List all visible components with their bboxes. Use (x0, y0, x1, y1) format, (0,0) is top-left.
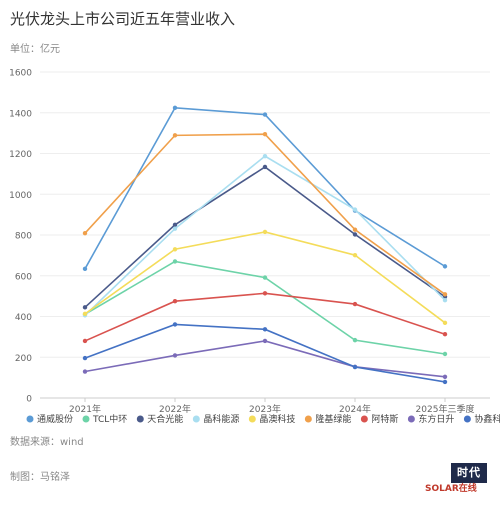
data-point (352, 337, 358, 343)
data-point (82, 311, 88, 317)
brand-logo: 时代 SOLAR在线 (425, 463, 491, 495)
legend-label: 东方日升 (418, 413, 454, 425)
legend-marker (304, 415, 312, 423)
legend-label: 天合光能 (147, 413, 183, 425)
data-point (82, 369, 88, 374)
data-point (442, 351, 448, 357)
data-point (352, 227, 358, 232)
data-point (82, 266, 88, 272)
y-tick-label: 200 (15, 354, 32, 364)
y-tick-label: 600 (15, 272, 32, 282)
data-point (262, 327, 268, 332)
data-point (172, 299, 178, 304)
data-point (172, 226, 178, 231)
data-point (82, 355, 88, 361)
chart-title: 光伏龙头上市公司近五年营业收入 (10, 10, 236, 28)
data-point (352, 301, 358, 307)
legend-marker (360, 415, 368, 423)
x-tick-label: 2023年 (249, 403, 281, 415)
legend-marker (248, 415, 256, 423)
data-source: 数据来源：wind (10, 437, 84, 448)
x-tick-label: 2022年 (159, 403, 191, 415)
data-point (352, 232, 358, 237)
data-point (442, 292, 448, 297)
data-point (352, 364, 358, 370)
data-point (442, 320, 448, 326)
legend-label: 通威股份 (37, 413, 73, 425)
data-point (262, 291, 268, 296)
legend-marker (407, 415, 415, 423)
y-tick-label: 1200 (9, 150, 32, 160)
data-point (82, 230, 88, 236)
y-tick-label: 400 (15, 313, 32, 323)
data-point (172, 259, 178, 264)
data-point (262, 275, 268, 280)
legend-marker (192, 415, 200, 423)
data-point (262, 164, 268, 170)
data-point (172, 222, 178, 228)
data-point (172, 247, 178, 252)
data-point (262, 131, 268, 137)
y-tick-label: 1000 (9, 191, 32, 201)
legend-label: 晶澳科技 (259, 413, 295, 425)
unit-label: 单位：亿元 (10, 44, 60, 55)
x-tick-label: 2025年三季度 (416, 403, 475, 415)
legend-label: TCL中环 (92, 413, 127, 425)
y-tick-label: 800 (15, 232, 32, 242)
data-point (172, 322, 178, 327)
logo-text: SOLAR在线 (425, 484, 477, 494)
data-point (442, 332, 448, 337)
data-point (442, 379, 448, 385)
series-line (84, 165, 446, 308)
data-point (82, 338, 88, 344)
legend-label: 协鑫科技 (474, 413, 500, 425)
legend-marker (26, 415, 34, 423)
line-chart: 0 200 400 600 800 1000 1200 1400 1600 2021年 2022年 2… (9, 69, 500, 426)
data-point (262, 112, 268, 117)
data-point (442, 298, 448, 303)
data-point (442, 264, 448, 269)
data-point (352, 207, 358, 212)
chart-author: 制图：马铭泽 (10, 472, 70, 483)
legend-marker (136, 415, 144, 423)
legend-label: 晶科能源 (203, 413, 239, 425)
data-point (172, 105, 178, 111)
y-tick-label: 1400 (9, 109, 32, 119)
y-tick-label: 0 (26, 395, 32, 405)
logo-mark: 时代 (451, 463, 487, 483)
series-line (84, 292, 446, 342)
data-point (262, 229, 268, 235)
data-point (442, 374, 448, 380)
data-point (262, 338, 268, 344)
data-point (262, 153, 268, 159)
x-tick-label: 2024年 (339, 403, 371, 415)
y-tick-label: 1600 (9, 69, 32, 79)
legend-label: 隆基绿能 (315, 413, 351, 425)
data-point (352, 252, 358, 258)
series-line (84, 323, 446, 383)
data-point (82, 305, 88, 310)
legend-marker (463, 415, 471, 423)
data-point (172, 133, 178, 138)
data-point (172, 353, 178, 358)
legend-marker (82, 415, 90, 423)
x-tick-label: 2021年 (69, 403, 101, 415)
legend-label: 阿特斯 (371, 413, 398, 425)
